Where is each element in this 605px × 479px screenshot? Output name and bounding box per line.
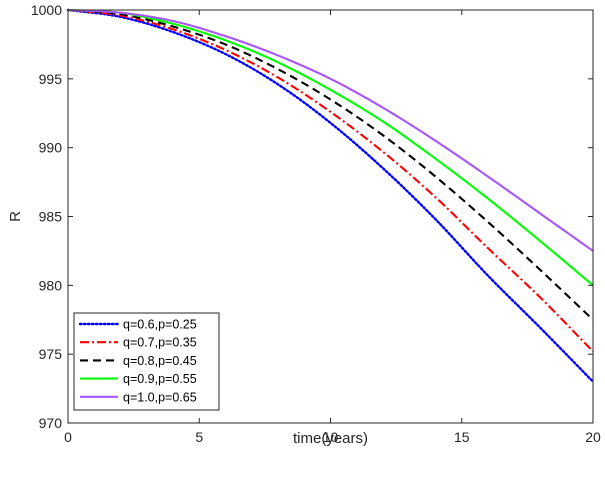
legend-label-2: q=0.7,p=0.35	[123, 336, 197, 350]
y-tick-label: 990	[39, 140, 63, 156]
x-tick-label: 10	[323, 429, 339, 445]
y-tick-label: 1000	[31, 2, 62, 18]
y-tick-label: 970	[39, 415, 63, 431]
series-line-4	[67, 8, 594, 287]
y-tick-label: 995	[39, 71, 63, 87]
legend: q=0.6,p=0.25 q=0.7,p=0.35 q=0.8,p=0.45 q=0.…	[73, 312, 220, 411]
series-line-1	[66, 8, 595, 383]
x-tick-label: 15	[454, 429, 470, 445]
y-tick-label: 980	[39, 277, 63, 293]
x-tick-label: 20	[585, 429, 601, 445]
series-line-2	[67, 8, 594, 353]
ticks-layer: 0 5 10 15 20 970 975 980 985 990 995 1000	[31, 2, 601, 445]
x-tick-label: 5	[195, 429, 203, 445]
legend-label-3: q=0.8,p=0.45	[123, 354, 197, 368]
series-line-5	[67, 8, 594, 252]
legend-box	[73, 312, 220, 411]
series-layer	[66, 8, 595, 383]
x-tick-label: 0	[64, 429, 72, 445]
x-axis-label: time(years)	[293, 430, 368, 447]
legend-label-1: q=0.6,p=0.25	[123, 318, 197, 332]
y-axis-label: R	[7, 211, 24, 222]
legend-label-4: q=0.9,p=0.55	[123, 372, 197, 386]
y-tick-label: 975	[39, 346, 63, 362]
series-line-3	[67, 8, 594, 321]
y-tick-label: 985	[39, 209, 63, 225]
legend-label-5: q=1.0,p=0.65	[123, 390, 197, 404]
